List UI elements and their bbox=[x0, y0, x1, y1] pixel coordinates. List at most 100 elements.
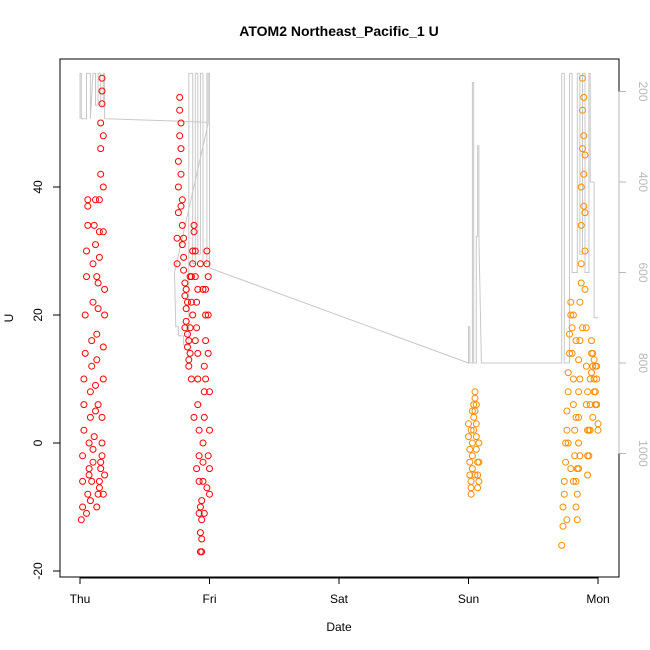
data-point-series-2 bbox=[468, 407, 476, 415]
data-point-series-2 bbox=[471, 407, 479, 415]
data-point-series-1 bbox=[86, 497, 94, 505]
data-point-series-1 bbox=[81, 349, 89, 357]
data-point-series-2 bbox=[573, 465, 581, 473]
data-point-series-2 bbox=[575, 356, 583, 364]
data-point-series-2 bbox=[472, 433, 480, 441]
data-point-series-1 bbox=[88, 337, 96, 345]
data-point-series-1 bbox=[206, 388, 213, 396]
data-point-series-1 bbox=[199, 458, 207, 466]
data-point-series-1 bbox=[177, 145, 185, 153]
data-point-series-1 bbox=[90, 433, 98, 441]
data-point-series-2 bbox=[475, 477, 483, 485]
data-point-series-2 bbox=[475, 458, 483, 466]
data-point-series-2 bbox=[586, 426, 594, 434]
data-point-series-1 bbox=[99, 490, 107, 498]
y-tick-label: 20 bbox=[31, 308, 45, 322]
data-point-series-1 bbox=[84, 196, 92, 204]
data-point-series-1 bbox=[101, 471, 109, 479]
data-point-series-2 bbox=[571, 452, 579, 460]
data-point-series-2 bbox=[577, 260, 585, 268]
data-point-series-1 bbox=[99, 343, 107, 351]
data-point-series-2 bbox=[579, 324, 586, 332]
data-point-series-2 bbox=[562, 439, 570, 447]
data-point-series-2 bbox=[585, 452, 593, 460]
data-point-series-1 bbox=[180, 253, 188, 261]
data-point-series-2 bbox=[563, 407, 571, 415]
data-point-series-1 bbox=[89, 298, 97, 306]
data-point-series-1 bbox=[174, 209, 182, 217]
chart-title: ATOM2 Northeast_Pacific_1 U bbox=[239, 23, 438, 39]
data-point-series-1 bbox=[83, 247, 90, 255]
data-point-series-1 bbox=[204, 273, 212, 281]
data-point-series-1 bbox=[196, 529, 204, 537]
data-point-series-2 bbox=[467, 426, 475, 434]
data-point-series-1 bbox=[200, 413, 208, 421]
data-point-series-1 bbox=[101, 311, 109, 319]
data-point-series-1 bbox=[180, 266, 188, 274]
points-layer bbox=[77, 74, 602, 556]
data-point-series-2 bbox=[471, 394, 479, 402]
data-point-series-1 bbox=[92, 407, 99, 415]
data-point-series-1 bbox=[97, 170, 105, 178]
data-point-series-2 bbox=[575, 413, 583, 421]
data-point-series-1 bbox=[176, 106, 184, 114]
data-point-series-1 bbox=[99, 228, 107, 236]
data-point-series-1 bbox=[198, 497, 206, 505]
data-point-series-2 bbox=[584, 471, 592, 479]
data-point-series-1 bbox=[191, 247, 199, 255]
data-point-series-1 bbox=[177, 119, 185, 127]
data-point-series-2 bbox=[470, 413, 478, 421]
data-point-series-1 bbox=[88, 477, 96, 485]
right-tick-label: 200 bbox=[636, 81, 650, 101]
data-point-series-1 bbox=[189, 311, 197, 319]
data-point-series-2 bbox=[564, 388, 572, 396]
data-point-series-2 bbox=[577, 183, 585, 191]
data-point-series-1 bbox=[196, 260, 204, 268]
data-point-series-1 bbox=[98, 100, 106, 108]
data-point-series-2 bbox=[572, 413, 580, 421]
data-point-series-1 bbox=[193, 324, 201, 332]
data-point-series-2 bbox=[589, 413, 597, 421]
data-point-series-1 bbox=[178, 221, 186, 229]
data-point-series-1 bbox=[86, 388, 94, 396]
data-point-series-2 bbox=[572, 337, 580, 345]
x-axis-label: Date bbox=[326, 620, 352, 634]
data-point-series-1 bbox=[203, 484, 211, 492]
data-point-series-1 bbox=[181, 324, 189, 332]
data-point-series-2 bbox=[562, 458, 570, 466]
data-point-series-2 bbox=[573, 490, 581, 498]
data-point-series-2 bbox=[465, 433, 472, 441]
data-point-series-2 bbox=[470, 426, 478, 434]
data-point-series-2 bbox=[579, 106, 586, 114]
data-point-series-1 bbox=[85, 439, 93, 447]
data-point-series-2 bbox=[564, 439, 572, 447]
data-point-series-1 bbox=[189, 260, 197, 268]
data-point-series-2 bbox=[566, 330, 573, 338]
data-point-series-1 bbox=[174, 183, 182, 191]
data-point-series-1 bbox=[97, 458, 105, 466]
data-point-series-2 bbox=[560, 490, 568, 498]
data-point-series-2 bbox=[569, 401, 577, 409]
data-point-series-1 bbox=[206, 465, 213, 473]
data-point-series-1 bbox=[200, 388, 208, 396]
data-point-series-1 bbox=[178, 196, 186, 204]
data-point-series-1 bbox=[186, 349, 194, 357]
data-point-series-2 bbox=[474, 471, 482, 479]
data-point-series-1 bbox=[92, 241, 99, 249]
right-tick-label: 600 bbox=[636, 262, 650, 282]
data-point-series-1 bbox=[95, 484, 103, 492]
data-point-series-2 bbox=[569, 477, 577, 485]
data-point-series-1 bbox=[177, 202, 185, 210]
data-point-series-2 bbox=[588, 369, 595, 377]
data-point-series-1 bbox=[95, 253, 103, 261]
data-point-series-1 bbox=[83, 509, 90, 517]
data-point-series-2 bbox=[575, 388, 583, 396]
data-point-series-1 bbox=[204, 349, 212, 357]
data-point-series-2 bbox=[580, 170, 588, 178]
data-point-series-1 bbox=[97, 145, 105, 153]
data-point-series-2 bbox=[472, 445, 480, 453]
data-point-series-2 bbox=[468, 465, 476, 473]
data-point-series-1 bbox=[99, 132, 107, 140]
